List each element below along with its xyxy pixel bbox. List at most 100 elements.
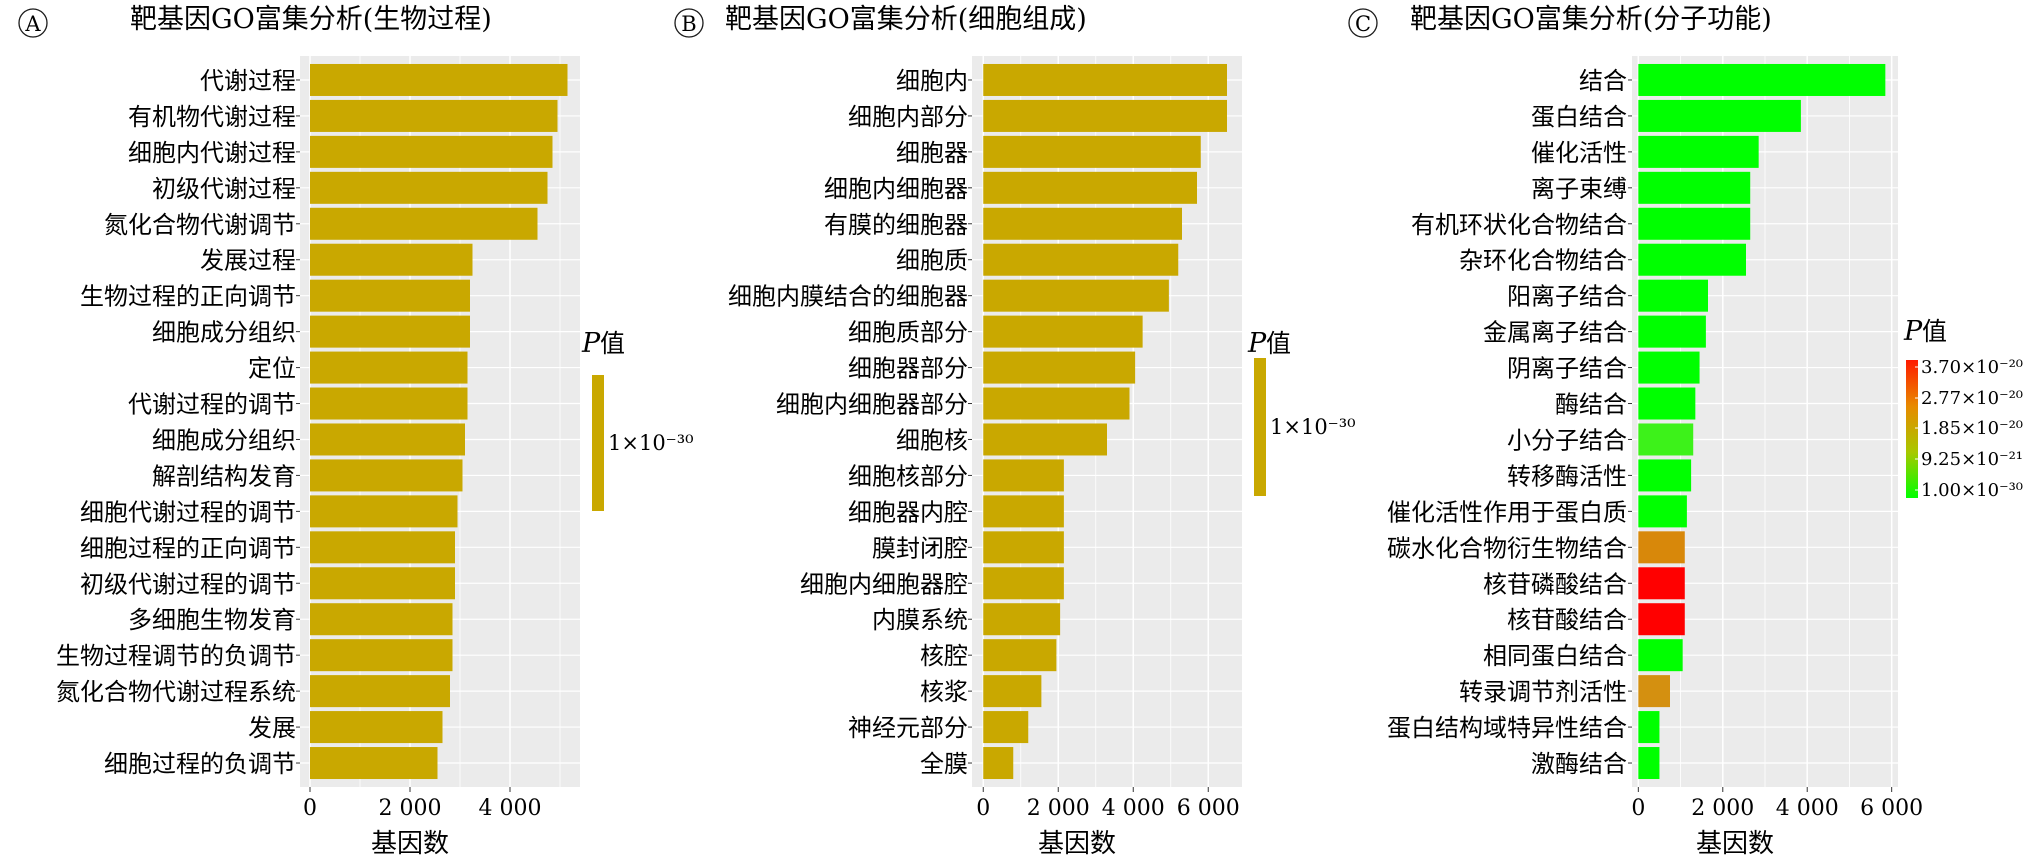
bar (1638, 531, 1685, 564)
bar (310, 423, 465, 456)
category-label: 细胞内部分 (848, 103, 968, 131)
category-label: 细胞成分组织 (152, 426, 296, 454)
category-label: 金属离子结合 (1483, 319, 1627, 347)
category-label: 有膜的细胞器 (824, 211, 968, 239)
category-label: 定位 (248, 355, 296, 383)
legend-title: P (1247, 328, 1267, 359)
legend-label: 1×10⁻³⁰ (1270, 415, 1356, 439)
bar (983, 711, 1029, 744)
bar (310, 171, 548, 204)
bar (1638, 207, 1751, 240)
category-label: 相同蛋白结合 (1483, 642, 1627, 670)
x-tick-label: 0 (1631, 796, 1645, 821)
legend-title-suffix: 值 (600, 329, 625, 358)
bar (983, 243, 1179, 276)
category-label: 氮化合物代谢过程系统 (56, 678, 296, 706)
legend-title-suffix: 值 (1922, 317, 1947, 346)
x-tick-label: 0 (976, 796, 990, 821)
panel-label: C (1355, 12, 1371, 36)
legend: P 值 1×10⁻³⁰ (581, 328, 694, 511)
category-label: 多细胞生物发育 (128, 606, 296, 634)
category-label: 核苷磷酸结合 (1483, 570, 1627, 598)
category-label: 转录调节剂活性 (1459, 678, 1627, 706)
x-tick-label: 4 000 (479, 796, 542, 821)
category-label: 细胞过程的正向调节 (80, 534, 296, 562)
category-label: 核苷酸结合 (1507, 606, 1627, 634)
bar (310, 351, 468, 384)
bar (983, 747, 1014, 780)
bar (983, 171, 1197, 204)
bar (1638, 135, 1759, 168)
bar (1638, 675, 1670, 708)
legend-label: 2.77×10⁻²⁰ (1921, 388, 2023, 409)
category-label: 生物过程调节的负调节 (56, 642, 296, 670)
panel-label-circle (1348, 8, 1378, 38)
category-label: 神经元部分 (848, 714, 968, 742)
bar (310, 675, 450, 708)
category-label: 内膜系统 (872, 606, 968, 634)
bar (1638, 603, 1685, 636)
x-axis-label: 基因数 (1038, 829, 1116, 858)
x-tick-label: 4 000 (1776, 796, 1839, 821)
bar (310, 711, 443, 744)
bar (983, 351, 1136, 384)
panel-label: A (24, 12, 41, 36)
legend-colorbar (1906, 360, 1918, 498)
panel-label-circle (18, 8, 48, 38)
legend-title-suffix: 值 (1266, 329, 1291, 358)
category-label: 细胞质 (896, 247, 968, 275)
x-tick-label: 2 000 (1691, 796, 1754, 821)
bar (1638, 423, 1694, 456)
bar (310, 99, 558, 132)
bar (983, 135, 1201, 168)
category-label: 蛋白结合 (1531, 103, 1627, 131)
category-label: 细胞器 (896, 139, 968, 167)
bar (1638, 711, 1660, 744)
category-label: 碳水化合物衍生物结合 (1387, 534, 1627, 562)
category-label: 离子束缚 (1531, 175, 1627, 203)
panel-label: B (681, 12, 696, 36)
legend-title: P (1903, 316, 1923, 347)
category-label: 细胞内细胞器 (824, 175, 968, 203)
category-label: 生物过程的正向调节 (80, 283, 296, 311)
bar (983, 315, 1143, 348)
bar (310, 387, 468, 420)
category-label: 蛋白结构域特异性结合 (1387, 714, 1627, 742)
bar (983, 279, 1169, 312)
bar (983, 459, 1064, 492)
bar (310, 603, 453, 636)
category-label: 发展过程 (200, 247, 296, 275)
chart-title: 靶基因GO富集分析(细胞组成) (725, 4, 1087, 35)
category-label: 解剖结构发育 (152, 462, 296, 490)
bar (310, 531, 455, 564)
legend-title: P (581, 328, 601, 359)
category-label: 细胞成分组织 (152, 319, 296, 347)
category-label: 细胞器内腔 (848, 498, 968, 526)
bar (983, 531, 1064, 564)
bar (1638, 279, 1708, 312)
category-label: 细胞内细胞器腔 (800, 570, 968, 598)
category-label: 初级代谢过程 (152, 175, 296, 203)
chart-title: 靶基因GO富集分析(分子功能) (1410, 4, 1772, 35)
category-label: 代谢过程的调节 (128, 391, 296, 419)
bar (983, 423, 1107, 456)
legend-label: 9.25×10⁻²¹ (1921, 449, 2023, 470)
category-label: 小分子结合 (1507, 426, 1627, 454)
bar (310, 63, 568, 96)
bar (983, 207, 1182, 240)
legend-label: 1.00×10⁻³⁰ (1921, 480, 2023, 501)
bar (1638, 495, 1687, 528)
category-label: 核腔 (920, 642, 968, 670)
bar (983, 63, 1227, 96)
bar (983, 387, 1130, 420)
legend-swatch (592, 375, 604, 511)
x-tick-label: 0 (303, 796, 317, 821)
category-label: 膜封闭腔 (872, 534, 968, 562)
category-label: 细胞内 (896, 67, 968, 95)
category-label: 代谢过程 (200, 67, 296, 95)
category-label: 转移酶活性 (1507, 462, 1627, 490)
bar (983, 99, 1227, 132)
category-label: 发展 (248, 714, 296, 742)
chart-title: 靶基因GO富集分析(生物过程) (130, 4, 492, 35)
panel-B: B 靶基因GO富集分析(细胞组成) 细胞内细胞内部分细胞器细胞内细胞器有膜的细胞器细… (674, 4, 1356, 858)
